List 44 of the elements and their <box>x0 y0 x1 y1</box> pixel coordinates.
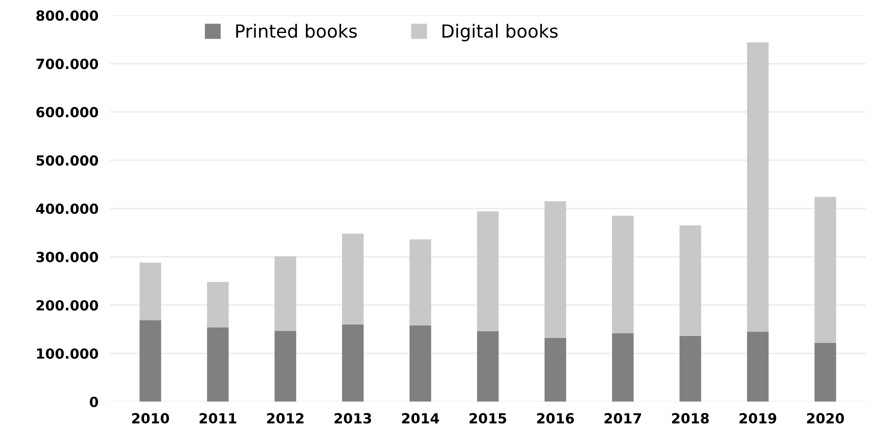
bar <box>477 211 499 332</box>
bar <box>140 320 162 402</box>
y-tick-label: 0 <box>90 396 98 408</box>
y-tick-label: 700.000 <box>36 58 98 70</box>
y-tick-label: 500.000 <box>36 155 98 166</box>
x-tick-label: 2012 <box>267 413 304 424</box>
x-tick-label: 2017 <box>604 413 642 424</box>
bar <box>814 342 836 402</box>
bar <box>680 225 702 336</box>
x-tick-label: 2013 <box>334 413 372 424</box>
x-tick-label: 2020 <box>807 413 844 424</box>
x-tick-label: 2016 <box>537 413 574 424</box>
bar <box>544 338 566 402</box>
x-tick-label: 2011 <box>200 413 236 424</box>
y-tick-label: 400.000 <box>36 203 98 214</box>
bar <box>410 325 432 402</box>
y-tick-label: 300.000 <box>36 252 98 262</box>
bar <box>477 331 499 402</box>
x-tick-label: 2015 <box>470 413 506 424</box>
bar <box>207 282 229 328</box>
bar <box>140 262 162 320</box>
bar <box>680 336 702 402</box>
bar <box>274 330 296 402</box>
bar <box>814 196 836 343</box>
bar <box>612 216 634 334</box>
bar <box>747 332 769 402</box>
y-tick-label: 200.000 <box>36 300 98 311</box>
bar <box>544 201 566 338</box>
legend-label: Digital books <box>442 24 558 42</box>
x-tick-label: 2018 <box>672 413 709 424</box>
legend-label: Printed books <box>236 24 357 38</box>
bar <box>612 333 634 402</box>
bar <box>410 239 432 326</box>
bar <box>342 324 364 402</box>
bar <box>747 42 769 332</box>
x-tick-label: 2010 <box>132 413 170 424</box>
y-tick-label: 600.000 <box>36 106 98 118</box>
y-tick-label: 800.000 <box>36 10 98 21</box>
x-tick-label: 2014 <box>402 413 440 424</box>
bar <box>207 327 229 402</box>
bar <box>274 256 296 331</box>
bar <box>342 234 364 324</box>
y-tick-label: 100.000 <box>37 348 98 359</box>
x-tick-label: 2019 <box>740 413 776 424</box>
